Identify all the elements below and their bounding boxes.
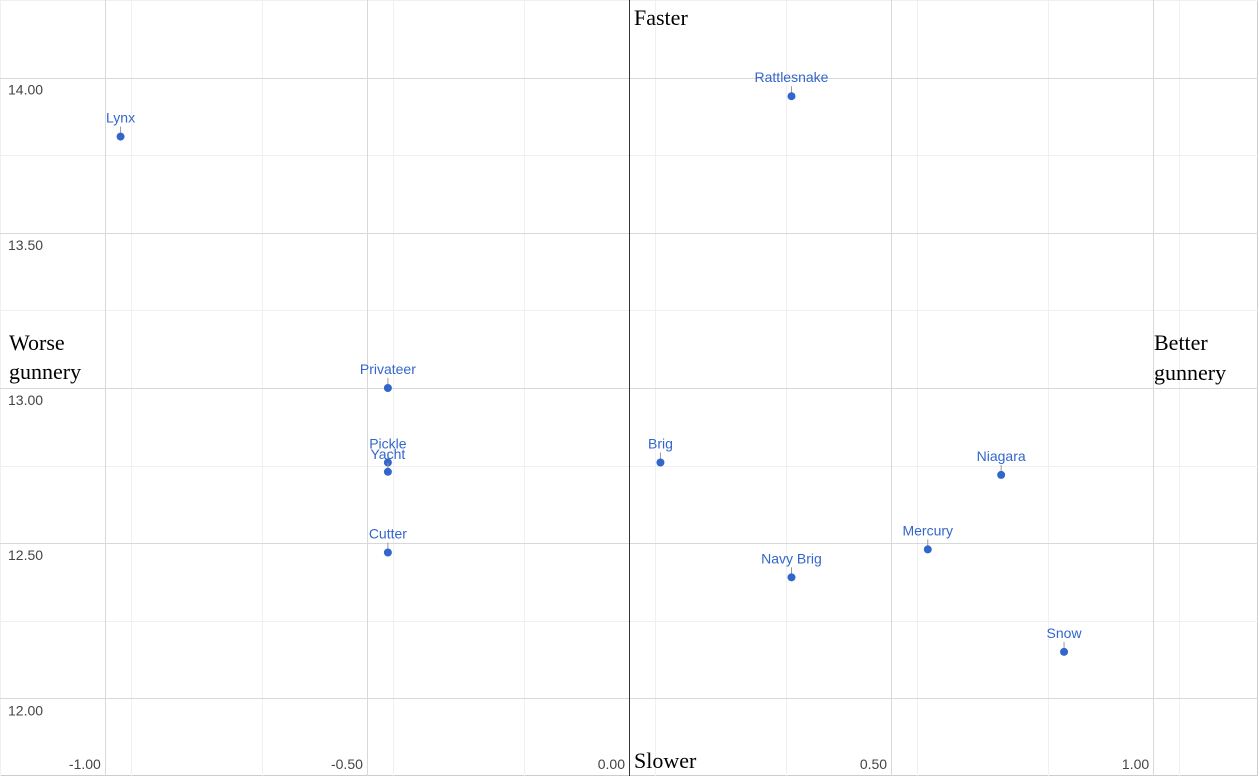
point-label: Lynx [106, 110, 135, 126]
y-axis-ticks: 12.00 12.50 13.00 13.50 14.00 [8, 82, 43, 719]
x-tick-label: 1.00 [1122, 756, 1149, 772]
data-point [383, 384, 392, 392]
x-axis-ticks: -1.00 -0.50 0.00 0.50 1.00 [69, 756, 1149, 772]
point-label: Rattlesnake [755, 69, 829, 85]
point-label: Niagara [977, 448, 1026, 464]
data-point [656, 458, 665, 467]
annotation-faster: Faster [634, 5, 688, 30]
data-point [383, 458, 392, 467]
data-point [787, 573, 796, 582]
annotation-better-line1: Better [1154, 330, 1208, 355]
point-label: Brig [648, 435, 673, 451]
point-label: Privateer [360, 361, 416, 377]
data-point [383, 548, 392, 557]
annotation-worse-line1: Worse [9, 330, 65, 355]
y-tick-label: 12.50 [8, 547, 43, 563]
x-tick-label: 0.00 [598, 756, 625, 772]
x-tick-label: -1.00 [69, 756, 101, 772]
data-point [997, 470, 1006, 479]
y-tick-label: 14.00 [8, 82, 43, 98]
point-label: Cutter [369, 526, 407, 542]
data-point [116, 132, 125, 141]
data-point [1060, 647, 1069, 656]
x-tick-label: 0.50 [860, 756, 887, 772]
y-tick-label: 12.00 [8, 702, 43, 718]
point-label: Navy Brig [761, 550, 822, 566]
point-label: Yacht [371, 446, 406, 462]
data-point [787, 92, 796, 101]
data-point [383, 467, 392, 476]
point-label: Snow [1047, 625, 1083, 641]
annotation-better-line2: gunnery [1154, 360, 1226, 385]
data-point [923, 545, 932, 554]
annotation-worse-line2: gunnery [9, 359, 81, 384]
x-tick-label: -0.50 [331, 756, 363, 772]
point-label: Mercury [902, 522, 953, 538]
point-label: Pickle [369, 435, 407, 451]
annotation-slower: Slower [634, 748, 697, 773]
y-tick-label: 13.00 [8, 392, 43, 408]
y-tick-label: 13.50 [8, 237, 43, 253]
